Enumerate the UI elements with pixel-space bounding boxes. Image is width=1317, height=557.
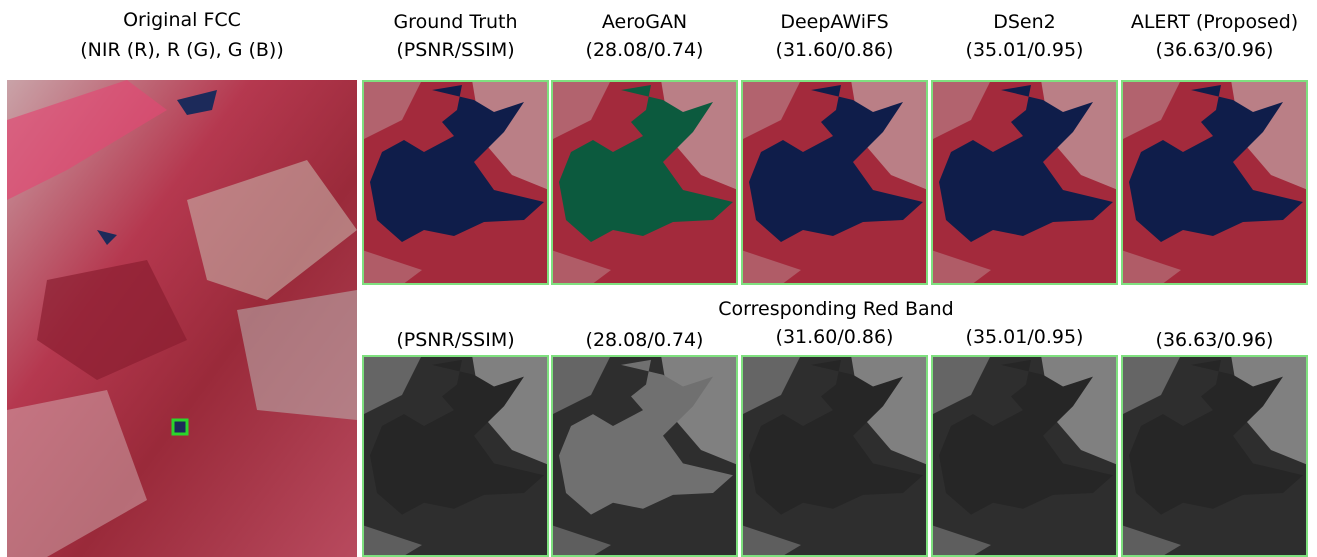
original-image [7,80,357,557]
column-title: AeroGAN [602,11,687,33]
result-image [551,80,738,285]
bottom-metrics: (35.01/0.95) [966,326,1084,348]
top-metrics: (31.60/0.86) [776,39,894,61]
panel-title: Original FCC [123,9,241,31]
result-image [1121,80,1308,285]
panel-subtitle: (NIR (R), R (G), G (B)) [80,39,283,61]
column-title: Ground Truth [393,11,517,33]
result-image [1121,355,1308,557]
result-image [741,80,928,285]
result-image [362,355,549,557]
figure: Original FCC (NIR (R), R (G), G (B)) Cor… [0,0,1317,557]
bottom-metrics: (PSNR/SSIM) [396,329,514,351]
column-title: ALERT (Proposed) [1131,11,1298,33]
result-image [931,355,1118,557]
row-title: Corresponding Red Band [718,298,953,320]
top-metrics: (PSNR/SSIM) [396,39,514,61]
result-image [362,80,549,285]
column-title: DSen2 [993,11,1056,33]
bottom-metrics: (36.63/0.96) [1156,329,1274,351]
bottom-metrics: (31.60/0.86) [776,326,894,348]
top-metrics: (36.63/0.96) [1156,39,1274,61]
result-image [741,355,928,557]
result-image [551,355,738,557]
top-metrics: (28.08/0.74) [586,39,704,61]
bottom-metrics: (28.08/0.74) [586,329,704,351]
result-image [931,80,1118,285]
column-title: DeepAWiFS [780,11,888,33]
top-metrics: (35.01/0.95) [966,39,1084,61]
